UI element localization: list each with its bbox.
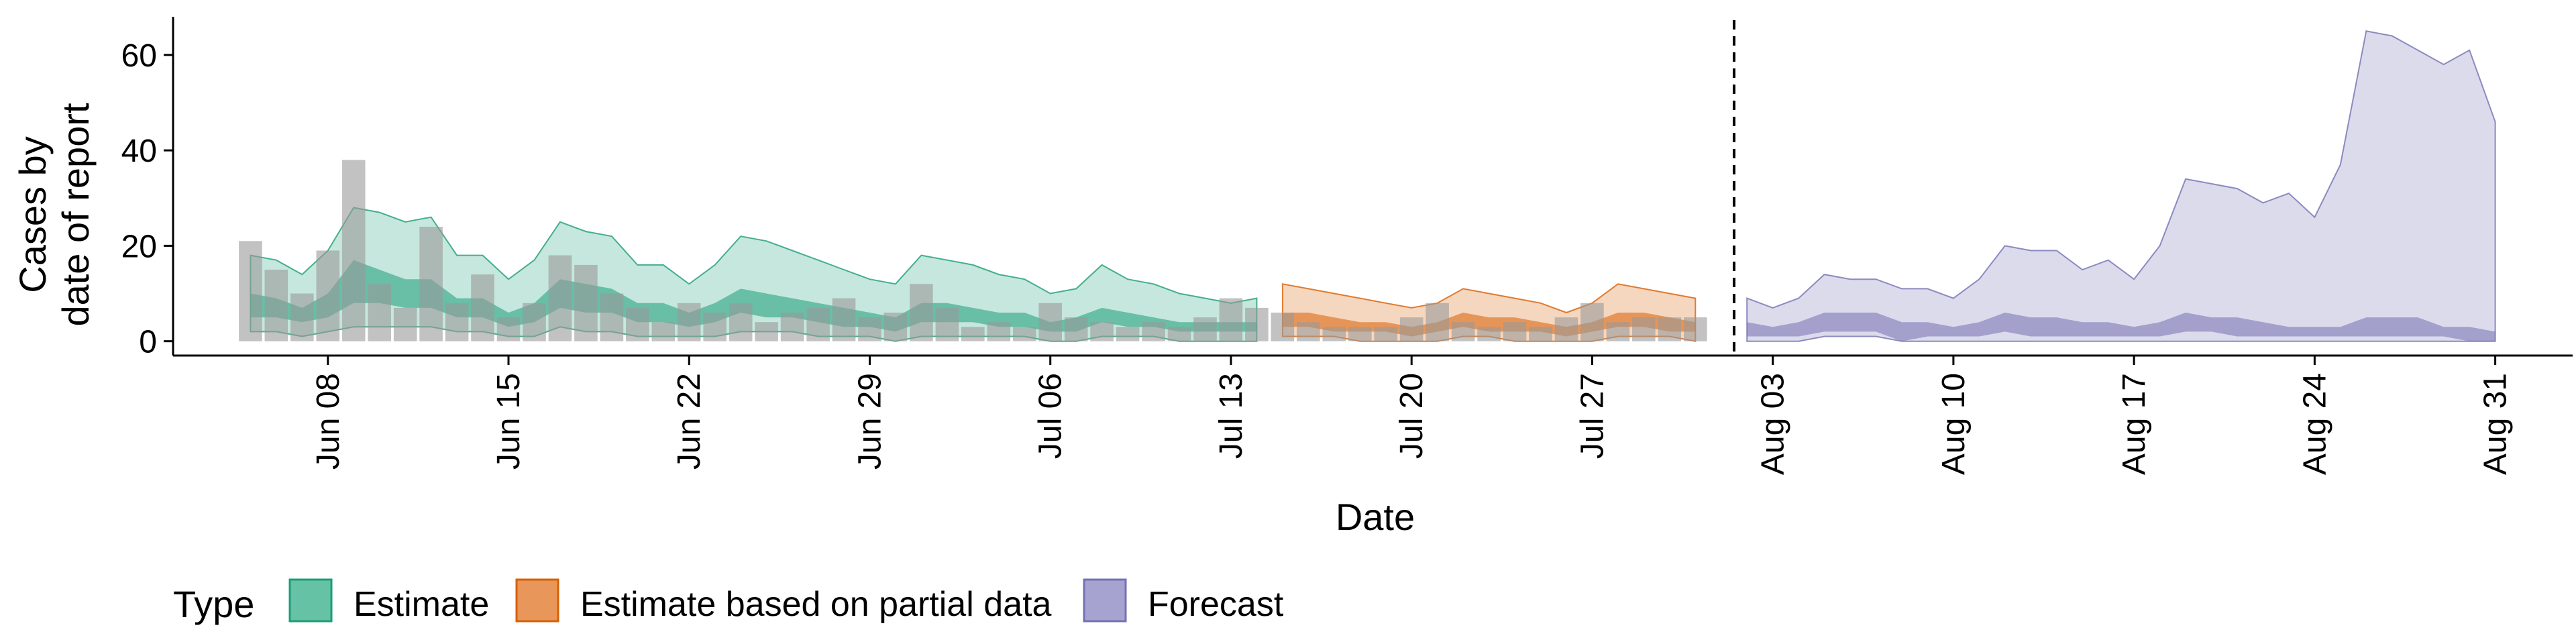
reported-cases-bar bbox=[471, 274, 494, 341]
x-tick-label: Aug 17 bbox=[2116, 373, 2152, 475]
x-tick-label: Jul 13 bbox=[1214, 373, 1249, 459]
reported-cases-bar bbox=[419, 227, 443, 341]
reported-cases-bar bbox=[1013, 327, 1036, 341]
legend: Type Estimate Estimate based on partial d… bbox=[173, 578, 1284, 625]
reported-cases-bar bbox=[1167, 327, 1191, 341]
reported-cases-bar bbox=[961, 327, 985, 341]
x-tick-label: Jun 29 bbox=[853, 373, 888, 470]
x-tick-label: Jul 20 bbox=[1394, 373, 1430, 459]
x-tick-label: Aug 24 bbox=[2297, 373, 2332, 475]
reported-cases-bar bbox=[1348, 327, 1372, 341]
forecast-50-band bbox=[1747, 313, 2496, 341]
legend-label: Estimate based on partial data bbox=[580, 585, 1052, 624]
reported-cases-bar bbox=[858, 317, 881, 341]
reported-cases-bar bbox=[1322, 327, 1346, 341]
reported-cases-bar bbox=[626, 307, 649, 341]
x-tick-label: Jun 22 bbox=[672, 373, 707, 470]
reported-cases-bar bbox=[780, 313, 804, 341]
x-tick-label: Aug 31 bbox=[2478, 373, 2514, 475]
x-tick-label: Jul 06 bbox=[1033, 373, 1069, 459]
reported-cases-bar bbox=[1477, 327, 1501, 341]
reported-cases-bar bbox=[1399, 317, 1424, 341]
x-tick-label: Aug 10 bbox=[1936, 373, 1972, 475]
legend-swatch bbox=[515, 578, 559, 623]
reported-cases-bar bbox=[935, 307, 959, 341]
reported-cases-bar bbox=[1193, 317, 1217, 341]
reported-cases-bar bbox=[1632, 317, 1656, 341]
reported-cases-bar bbox=[600, 293, 624, 341]
reported-cases-bar bbox=[316, 250, 340, 341]
y-tick-label: 0 bbox=[139, 325, 157, 360]
reported-cases-bar bbox=[729, 303, 753, 341]
reported-cases-bar bbox=[1064, 317, 1088, 341]
forecast-90-band bbox=[1746, 30, 2496, 342]
reported-cases-bar bbox=[1038, 303, 1062, 341]
reported-cases-bar bbox=[393, 307, 417, 341]
reported-cases-bar bbox=[1219, 298, 1243, 341]
x-axis-title: Date bbox=[1336, 496, 1415, 538]
reported-cases-bar bbox=[1142, 322, 1165, 341]
reported-cases-bar bbox=[755, 322, 778, 341]
reported-cases-bar bbox=[368, 284, 391, 341]
reported-cases-bar bbox=[910, 284, 933, 341]
reported-cases-bar bbox=[548, 255, 572, 341]
reported-cases-bar bbox=[574, 264, 598, 341]
x-tick-label: Aug 03 bbox=[1756, 373, 1791, 475]
reported-cases-bar bbox=[806, 307, 830, 341]
x-tick-label: Jul 27 bbox=[1574, 373, 1610, 459]
reported-cases-bar bbox=[264, 270, 288, 341]
reported-cases-bar bbox=[987, 322, 1011, 341]
reported-cases-bar bbox=[1374, 327, 1397, 341]
legend-label: Forecast bbox=[1148, 585, 1284, 624]
reported-cases-bar bbox=[341, 160, 366, 341]
reported-cases-bar bbox=[496, 317, 521, 341]
reported-cases-bar bbox=[290, 293, 314, 341]
reported-cases-bar bbox=[1116, 327, 1140, 341]
legend-swatch bbox=[288, 578, 333, 623]
reported-cases-bar bbox=[651, 322, 676, 341]
y-tick-label: 20 bbox=[121, 229, 157, 264]
reported-cases-bar bbox=[1503, 322, 1527, 341]
reported-cases-bar bbox=[1297, 322, 1320, 341]
reported-cases-bar bbox=[1451, 322, 1475, 341]
y-axis-title-line-2: date of report bbox=[54, 103, 97, 327]
reported-cases-bar bbox=[677, 303, 701, 341]
reported-cases-bar bbox=[1426, 303, 1449, 341]
x-tick-label: Jun 08 bbox=[311, 373, 346, 470]
reported-cases-bar bbox=[1271, 313, 1295, 341]
y-tick-label: 40 bbox=[121, 133, 157, 169]
plot-area bbox=[239, 20, 2496, 356]
axes: 0 20 40 60 Jun 08 Jun 15 Jun 22 Jun 29 Jul 06 Jul… bbox=[121, 17, 2573, 475]
reported-cases-bar bbox=[1658, 317, 1682, 341]
reported-cases-bar bbox=[703, 313, 727, 341]
reported-cases-bar bbox=[1090, 322, 1114, 341]
x-tick-label: Jun 15 bbox=[491, 373, 527, 470]
legend-title: Type bbox=[173, 583, 254, 625]
reported-cases-bar bbox=[1245, 307, 1269, 341]
reported-cases-bar bbox=[1554, 317, 1578, 341]
reported-cases-bar bbox=[523, 303, 546, 341]
reported-cases-bar bbox=[1684, 317, 1707, 341]
reported-cases-bar bbox=[883, 313, 908, 341]
reported-cases-bar bbox=[445, 303, 469, 341]
y-axis-title-line-1: Cases by bbox=[11, 136, 54, 292]
estimate-50-band bbox=[250, 260, 1257, 332]
legend-label: Estimate bbox=[354, 585, 489, 624]
y-tick-label: 60 bbox=[121, 38, 157, 74]
legend-swatch bbox=[1083, 578, 1127, 623]
reported-cases-bar bbox=[1606, 322, 1630, 341]
reported-cases-bar bbox=[832, 298, 856, 341]
reported-cases-bar bbox=[239, 241, 262, 341]
reported-cases-bar bbox=[1529, 327, 1552, 341]
reported-cases-bar bbox=[1580, 303, 1604, 341]
